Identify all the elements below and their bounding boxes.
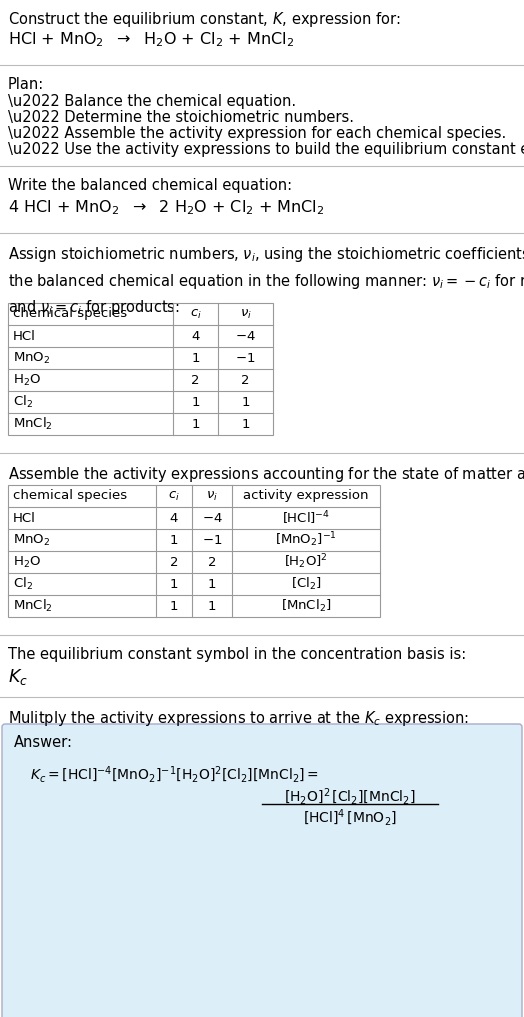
Text: $-$1: $-$1	[235, 352, 256, 364]
Text: $[\mathrm{H_2O}]^2\,[\mathrm{Cl_2}][\mathrm{MnCl_2}]$: $[\mathrm{H_2O}]^2\,[\mathrm{Cl_2}][\mat…	[284, 787, 416, 807]
Text: $c_i$: $c_i$	[190, 307, 201, 320]
Text: Cl$_2$: Cl$_2$	[13, 394, 33, 410]
Text: MnO$_2$: MnO$_2$	[13, 533, 50, 547]
Text: [Cl$_2$]: [Cl$_2$]	[291, 576, 321, 592]
Text: Construct the equilibrium constant, $K$, expression for:: Construct the equilibrium constant, $K$,…	[8, 10, 401, 29]
Text: $c_i$: $c_i$	[168, 489, 180, 502]
Text: Assemble the activity expressions accounting for the state of matter and $\nu_i$: Assemble the activity expressions accoun…	[8, 465, 524, 484]
Text: 1: 1	[208, 599, 216, 612]
Text: $[\mathrm{HCl}]^4\,[\mathrm{MnO_2}]$: $[\mathrm{HCl}]^4\,[\mathrm{MnO_2}]$	[303, 807, 397, 829]
Text: 1: 1	[170, 534, 178, 546]
Text: The equilibrium constant symbol in the concentration basis is:: The equilibrium constant symbol in the c…	[8, 647, 466, 662]
FancyBboxPatch shape	[2, 724, 522, 1017]
Text: HCl: HCl	[13, 330, 36, 343]
Text: 1: 1	[170, 599, 178, 612]
Text: MnO$_2$: MnO$_2$	[13, 351, 50, 365]
Text: $K_c$: $K_c$	[8, 667, 28, 687]
Text: Plan:: Plan:	[8, 77, 44, 92]
Text: [H$_2$O]$^2$: [H$_2$O]$^2$	[284, 552, 328, 572]
Text: 1: 1	[170, 578, 178, 591]
Text: \u2022 Assemble the activity expression for each chemical species.: \u2022 Assemble the activity expression …	[8, 126, 506, 141]
Text: Answer:: Answer:	[14, 735, 73, 750]
Text: $-$4: $-$4	[235, 330, 256, 343]
Text: 4 HCl + MnO$_2$  $\rightarrow$  2 H$_2$O + Cl$_2$ + MnCl$_2$: 4 HCl + MnO$_2$ $\rightarrow$ 2 H$_2$O +…	[8, 198, 324, 217]
Text: 2: 2	[208, 555, 216, 569]
Text: $\nu_i$: $\nu_i$	[206, 489, 218, 502]
Text: activity expression: activity expression	[243, 489, 369, 502]
Text: \u2022 Balance the chemical equation.: \u2022 Balance the chemical equation.	[8, 94, 296, 109]
Text: 1: 1	[208, 578, 216, 591]
Text: 4: 4	[191, 330, 200, 343]
Text: Mulitply the activity expressions to arrive at the $K_c$ expression:: Mulitply the activity expressions to arr…	[8, 709, 469, 728]
Text: $-$1: $-$1	[202, 534, 222, 546]
Text: HCl: HCl	[13, 512, 36, 525]
Text: 4: 4	[170, 512, 178, 525]
Text: Assign stoichiometric numbers, $\nu_i$, using the stoichiometric coefficients, $: Assign stoichiometric numbers, $\nu_i$, …	[8, 245, 524, 317]
Text: Write the balanced chemical equation:: Write the balanced chemical equation:	[8, 178, 292, 193]
Bar	[8, 485, 380, 617]
Text: 1: 1	[241, 396, 250, 409]
Text: \u2022 Use the activity expressions to build the equilibrium constant expression: \u2022 Use the activity expressions to b…	[8, 142, 524, 157]
Text: 2: 2	[191, 373, 200, 386]
Text: HCl + MnO$_2$  $\rightarrow$  H$_2$O + Cl$_2$ + MnCl$_2$: HCl + MnO$_2$ $\rightarrow$ H$_2$O + Cl$…	[8, 29, 294, 49]
Text: \u2022 Determine the stoichiometric numbers.: \u2022 Determine the stoichiometric numb…	[8, 110, 354, 125]
Text: 1: 1	[191, 418, 200, 430]
Text: 1: 1	[191, 396, 200, 409]
Text: $K_c = [\mathrm{HCl}]^{-4}[\mathrm{MnO_2}]^{-1}[\mathrm{H_2O}]^{2}[\mathrm{Cl_2}: $K_c = [\mathrm{HCl}]^{-4}[\mathrm{MnO_2…	[30, 765, 319, 785]
Text: H$_2$O: H$_2$O	[13, 372, 41, 387]
Text: 1: 1	[241, 418, 250, 430]
Text: 1: 1	[191, 352, 200, 364]
Text: $\nu_i$: $\nu_i$	[239, 307, 252, 320]
Text: 2: 2	[241, 373, 250, 386]
Text: MnCl$_2$: MnCl$_2$	[13, 598, 53, 614]
Text: [MnO$_2$]$^{-1}$: [MnO$_2$]$^{-1}$	[275, 531, 337, 549]
Text: [HCl]$^{-4}$: [HCl]$^{-4}$	[282, 510, 330, 527]
Text: chemical species: chemical species	[13, 489, 127, 502]
Text: [MnCl$_2$]: [MnCl$_2$]	[281, 598, 331, 614]
Bar	[8, 303, 273, 435]
Text: H$_2$O: H$_2$O	[13, 554, 41, 570]
Text: $-$4: $-$4	[202, 512, 222, 525]
Text: 2: 2	[170, 555, 178, 569]
Text: chemical species: chemical species	[13, 307, 127, 320]
Text: Cl$_2$: Cl$_2$	[13, 576, 33, 592]
Text: MnCl$_2$: MnCl$_2$	[13, 416, 53, 432]
